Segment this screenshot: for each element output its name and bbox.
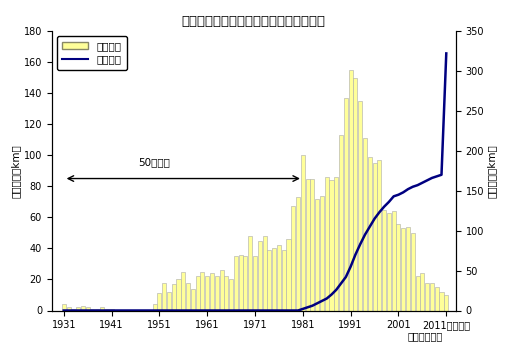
Bar (315, 199, 319, 310)
Bar (320, 196, 324, 310)
Bar (239, 255, 243, 310)
Bar (200, 272, 205, 310)
Bar (334, 177, 338, 310)
Bar (76, 307, 80, 310)
Bar (406, 227, 410, 310)
Bar (344, 98, 348, 310)
Bar (234, 256, 238, 310)
Bar (71, 309, 75, 310)
Bar (220, 270, 224, 310)
Bar (81, 306, 85, 310)
Bar (401, 228, 405, 310)
Bar (186, 283, 190, 311)
Bar (286, 239, 291, 310)
Bar (181, 272, 185, 310)
Bar (420, 273, 424, 310)
Bar (105, 309, 109, 310)
Bar (382, 209, 386, 310)
Bar (248, 236, 252, 310)
Bar (210, 273, 214, 310)
Bar (196, 276, 199, 310)
Bar (358, 101, 362, 310)
Bar (85, 307, 90, 310)
Bar (368, 157, 372, 310)
Bar (272, 248, 276, 310)
Bar (229, 279, 233, 311)
Bar (267, 250, 271, 310)
Bar (377, 160, 381, 310)
Bar (430, 283, 434, 311)
Bar (171, 284, 176, 310)
Bar (329, 180, 334, 310)
Bar (167, 292, 171, 310)
Bar (392, 211, 396, 310)
Bar (310, 179, 314, 310)
Bar (62, 304, 66, 310)
Bar (353, 78, 357, 310)
Bar (258, 241, 262, 310)
Bar (339, 135, 343, 310)
Legend: 整備延長, 累積延長: 整備延長, 累積延長 (57, 36, 127, 70)
Bar (205, 276, 209, 310)
Bar (162, 283, 166, 311)
Bar (363, 138, 367, 310)
Bar (263, 236, 267, 310)
Bar (109, 309, 113, 310)
Bar (372, 163, 377, 310)
Bar (243, 256, 248, 310)
Text: 50年経過: 50年経過 (139, 158, 170, 168)
Bar (425, 283, 429, 311)
Bar (224, 276, 228, 310)
Y-axis label: （整備延長km）: （整備延長km） (11, 144, 21, 198)
Bar (396, 224, 400, 310)
Bar (277, 245, 281, 310)
Bar (177, 279, 181, 311)
Bar (301, 155, 305, 310)
Bar (296, 197, 300, 310)
Bar (306, 179, 310, 310)
Bar (253, 256, 257, 310)
Bar (191, 289, 195, 310)
Bar (291, 206, 295, 310)
Bar (100, 307, 104, 310)
Bar (387, 213, 391, 310)
Bar (215, 276, 219, 310)
Bar (95, 309, 99, 310)
Text: （本市調べ）: （本市調べ） (407, 332, 442, 342)
Bar (91, 309, 94, 310)
Title: 年度別下水管整備延長と老朽管累積延長: 年度別下水管整備延長と老朽管累積延長 (182, 16, 326, 29)
Bar (411, 233, 415, 310)
Bar (444, 295, 448, 310)
Bar (415, 276, 420, 310)
Bar (325, 177, 329, 310)
Bar (153, 304, 156, 310)
Bar (349, 70, 353, 310)
Y-axis label: （累積延長km）: （累積延長km） (487, 144, 497, 198)
Bar (157, 293, 162, 310)
Bar (435, 287, 439, 310)
Bar (282, 250, 286, 310)
Bar (439, 292, 443, 310)
Bar (66, 307, 70, 310)
